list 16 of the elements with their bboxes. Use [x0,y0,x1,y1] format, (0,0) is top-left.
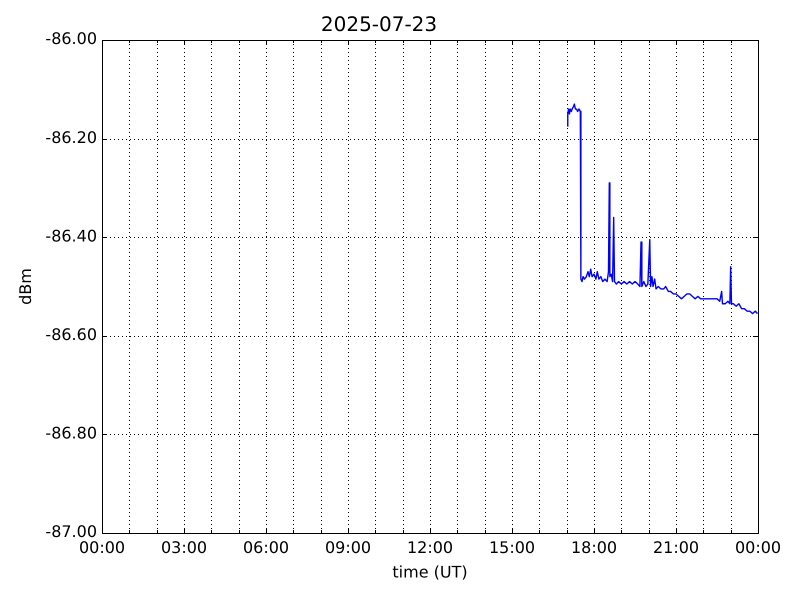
chart-title: 2025-07-23 [320,12,438,36]
x-tick-label: 06:00 [242,538,290,557]
y-axis-title: dBm [16,268,35,305]
y-tick-label: -86.40 [45,226,97,246]
y-tick-label: -86.20 [45,128,97,147]
x-tick-label: 12:00 [406,538,454,557]
y-tick-label: -86.60 [45,324,97,344]
y-tick-label: -86.80 [45,424,97,443]
x-tick-label: 00:00 [734,538,782,557]
x-tick-label: 09:00 [324,538,372,557]
x-tick-label: 15:00 [488,538,536,557]
x-tick-label: 03:00 [160,538,208,557]
x-tick-label: 18:00 [570,538,618,557]
x-tick-label: 21:00 [652,538,700,557]
x-axis-title: time (UT) [392,562,468,582]
y-tick-label: -86.00 [45,29,97,48]
